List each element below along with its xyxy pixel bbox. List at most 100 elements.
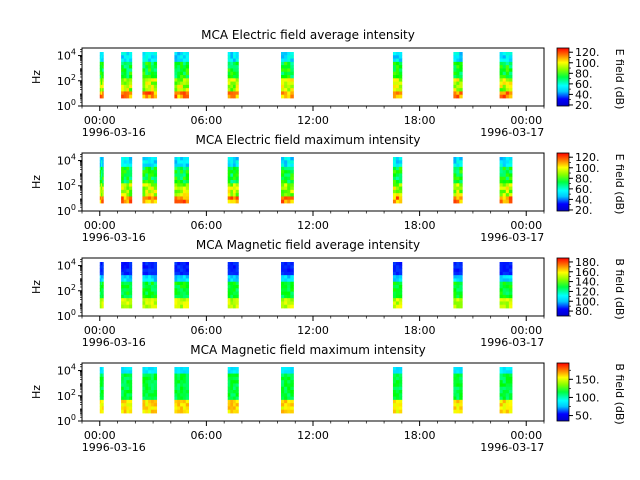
spectrogram-cell: [284, 393, 288, 397]
y-tick-label: 104: [57, 363, 76, 378]
spectrogram-cell: [180, 193, 184, 197]
spectrogram-block: [99, 367, 104, 414]
spectrogram-cell: [177, 81, 181, 86]
spectrogram-cell: [230, 399, 234, 404]
spectrogram-cell: [185, 393, 190, 397]
spectrogram-cell: [182, 275, 187, 279]
spectrogram-cell: [145, 173, 149, 178]
spectrogram-cell: [102, 376, 104, 381]
spectrogram-cell: [102, 291, 104, 296]
spectrogram-cell: [290, 409, 294, 414]
spectrogram-cell: [235, 176, 239, 181]
spectrogram-block: [174, 52, 190, 99]
spectrogram-cell: [459, 71, 463, 76]
spectrogram-cell: [121, 183, 125, 187]
spectrogram-cell: [177, 199, 181, 204]
spectrogram-cell: [142, 173, 146, 178]
spectrogram-cell: [505, 52, 510, 56]
spectrogram-cell: [284, 75, 288, 79]
spectrogram-cell: [281, 294, 285, 299]
spectrogram-cell: [145, 403, 149, 407]
spectrogram-cell: [121, 61, 125, 66]
spectrogram-cell: [230, 409, 234, 414]
spectrogram-cell: [182, 199, 187, 204]
spectrogram-cell: [502, 268, 507, 273]
spectrogram-cell: [398, 88, 403, 92]
spectrogram-cell: [126, 52, 130, 56]
spectrogram-cell: [459, 65, 463, 69]
spectrogram-cell: [499, 166, 504, 171]
spectrogram-cell: [121, 71, 125, 76]
spectrogram-cell: [153, 294, 158, 299]
spectrogram-cell: [284, 281, 288, 286]
spectrogram-cell: [508, 81, 513, 86]
spectrogram-cell: [505, 61, 510, 66]
spectrogram-cell: [398, 157, 403, 161]
spectrogram-cell: [505, 370, 510, 374]
spectrogram-cell: [499, 304, 504, 309]
spectrogram-cell: [235, 61, 239, 66]
spectrogram-cell: [100, 393, 103, 397]
spectrogram-cell: [395, 157, 400, 161]
spectrogram-cell: [129, 393, 133, 397]
spectrogram-cell: [505, 268, 510, 273]
spectrogram-cell: [100, 160, 103, 164]
spectrogram-cell: [174, 186, 178, 191]
spectrogram-cell: [505, 294, 510, 299]
spectrogram-cell: [392, 78, 397, 82]
spectrogram-cell: [230, 196, 234, 201]
spectrogram-cell: [145, 61, 149, 66]
spectrogram-cell: [508, 186, 513, 191]
spectrogram-cell: [123, 262, 127, 266]
x-tick-label: 00:00: [84, 324, 116, 337]
spectrogram-cell: [145, 160, 149, 164]
spectrogram-cell: [150, 52, 155, 56]
spectrogram-cell: [505, 186, 510, 191]
spectrogram-cell: [153, 285, 158, 289]
spectrogram-cell: [508, 65, 513, 69]
spectrogram-cell: [129, 288, 133, 292]
spectrogram-cell: [227, 157, 231, 161]
spectrogram-cell: [456, 370, 460, 374]
spectrogram-cell: [233, 75, 237, 79]
spectrogram-cell: [142, 298, 146, 302]
spectrogram-cell: [174, 403, 178, 407]
spectrogram-cell: [499, 288, 504, 292]
spectrogram-cell: [502, 390, 507, 394]
spectrogram-cell: [230, 183, 234, 187]
spectrogram-cell: [502, 58, 507, 63]
spectrogram-cell: [499, 380, 504, 384]
spectrogram-cell: [233, 367, 237, 371]
spectrogram-cell: [100, 78, 103, 82]
spectrogram-cell: [145, 262, 149, 266]
spectrogram-cell: [150, 265, 155, 269]
spectrogram-cell: [180, 288, 184, 292]
spectrogram-cell: [145, 373, 149, 378]
spectrogram-cell: [153, 84, 158, 89]
spectrogram-cell: [499, 65, 504, 69]
spectrogram-cell: [142, 84, 146, 89]
spectrogram-cell: [123, 170, 127, 174]
spectrogram-cell: [502, 196, 507, 201]
colorbar-label: B field (dB): [613, 258, 626, 319]
spectrogram-cell: [235, 285, 239, 289]
spectrogram-cell: [395, 393, 400, 397]
spectrogram-cell: [230, 285, 234, 289]
spectrogram-cell: [180, 291, 184, 296]
spectrogram-cell: [121, 78, 125, 82]
spectrogram-cell: [281, 78, 285, 82]
spectrogram-cell: [284, 166, 288, 171]
spectrogram-cell: [185, 61, 190, 66]
spectrogram-cell: [290, 294, 294, 299]
spectrogram-cell: [182, 88, 187, 92]
spectrogram-cell: [499, 373, 504, 378]
spectrogram-cell: [150, 94, 155, 99]
spectrogram-block: [392, 262, 403, 309]
spectrogram-cell: [281, 304, 285, 309]
spectrogram-cell: [398, 294, 403, 299]
spectrogram-cell: [100, 278, 103, 283]
spectrogram-cell: [398, 170, 403, 174]
spectrogram-cell: [126, 281, 130, 286]
spectrogram-cell: [459, 409, 463, 414]
spectrogram-cell: [230, 396, 234, 401]
